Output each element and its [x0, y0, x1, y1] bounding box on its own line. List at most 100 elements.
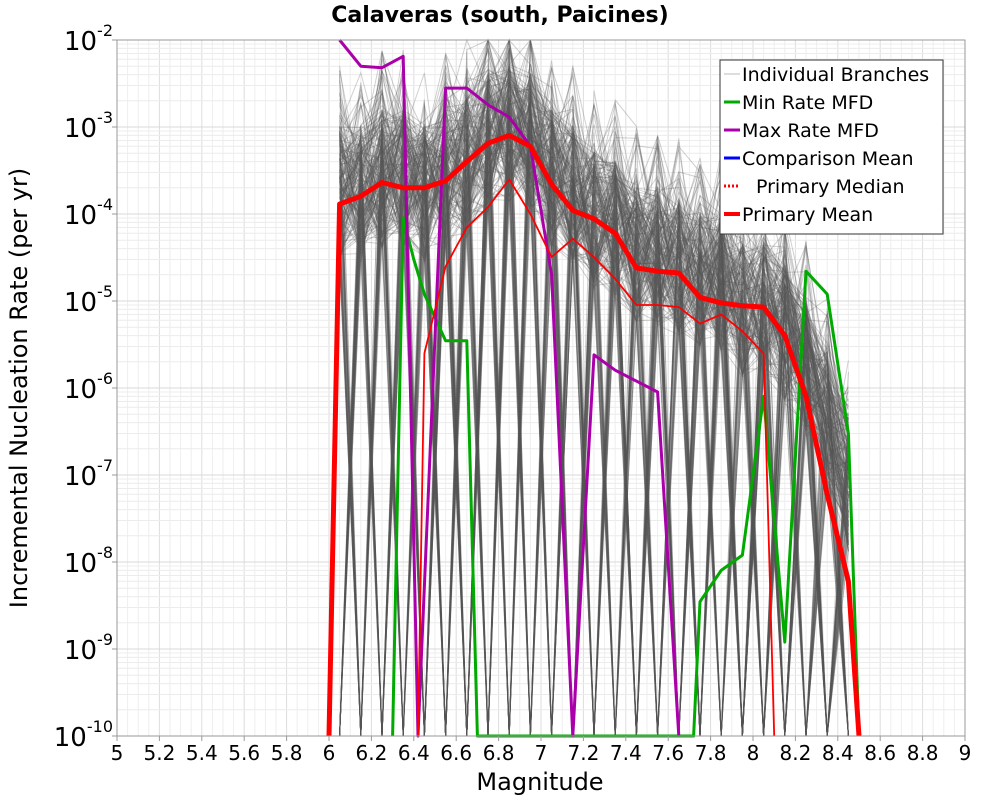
- y-tick-label: 10-5: [64, 282, 113, 318]
- branch-line: [339, 74, 849, 737]
- branch-line: [339, 72, 849, 737]
- branch-line: [339, 65, 849, 737]
- branch-line: [339, 79, 849, 737]
- y-tick-label: 10-6: [64, 369, 113, 405]
- branch-line: [339, 78, 849, 737]
- branch-line: [339, 83, 849, 737]
- legend-label: Min Rate MFD: [742, 92, 873, 114]
- branch-line: [339, 74, 849, 737]
- branch-line: [339, 107, 849, 737]
- x-tick-label: 6: [323, 741, 336, 765]
- y-tick-label: 10-7: [64, 456, 113, 492]
- x-tick-label: 6.6: [440, 741, 472, 765]
- legend-label: Primary Mean: [742, 204, 873, 226]
- branch-line: [339, 92, 849, 737]
- branch-line: [339, 66, 849, 737]
- legend-box: [719, 59, 944, 235]
- branch-line: [339, 114, 849, 737]
- branch-line: [339, 73, 849, 737]
- x-tick-label: 6.2: [355, 741, 387, 765]
- series-line-primary-median: [417, 178, 776, 737]
- branch-line: [339, 39, 849, 737]
- x-tick-label: 8: [747, 741, 760, 765]
- x-tick-label: 7: [535, 741, 548, 765]
- branch-line: [339, 114, 849, 737]
- branch-line: [339, 87, 849, 737]
- branch-line: [339, 73, 849, 737]
- legend-label: Individual Branches: [742, 64, 929, 86]
- legend-label: Primary Median: [756, 176, 905, 198]
- branch-line: [339, 39, 849, 737]
- branch-line: [339, 119, 849, 737]
- y-tick-label: 10-8: [64, 543, 113, 579]
- branch-line: [339, 83, 849, 737]
- branch-line: [339, 124, 849, 737]
- branch-line: [339, 81, 849, 737]
- branch-line: [339, 90, 849, 737]
- branch-line: [339, 104, 849, 737]
- x-tick-label: 7.2: [567, 741, 599, 765]
- branch-line: [339, 65, 849, 737]
- y-tick-label: 10-9: [64, 630, 113, 666]
- branch-line: [339, 109, 849, 737]
- x-tick-label: 7.8: [695, 741, 727, 765]
- legend-label: Max Rate MFD: [742, 120, 879, 142]
- branch-line: [339, 119, 849, 737]
- branch-line: [339, 105, 849, 737]
- branch-line: [339, 65, 849, 737]
- y-tick-label: 10-2: [64, 21, 113, 57]
- branch-line: [339, 48, 849, 737]
- branch-line: [339, 38, 849, 737]
- branch-line: [339, 55, 849, 737]
- branch-line: [339, 51, 849, 737]
- branch-line: [339, 99, 849, 737]
- branch-line: [339, 74, 849, 737]
- x-tick-label: 6.8: [483, 741, 515, 765]
- branch-line: [339, 58, 849, 737]
- branch-line: [339, 101, 849, 737]
- branch-line: [339, 116, 849, 737]
- x-tick-label: 5.8: [271, 741, 303, 765]
- branch-line: [339, 91, 849, 737]
- chart-title: Calaveras (south, Paicines): [331, 3, 668, 28]
- branch-line: [339, 97, 849, 737]
- branch-line: [339, 89, 849, 737]
- branch-line: [339, 100, 849, 737]
- branch-line: [339, 77, 849, 737]
- x-tick-label: 8.8: [907, 741, 939, 765]
- series-lines: [326, 39, 862, 738]
- branch-line: [339, 109, 849, 737]
- branch-line: [339, 96, 849, 737]
- series-line-min-rate-mfd: [391, 216, 861, 738]
- branch-line: [339, 108, 849, 737]
- branch-line: [339, 65, 849, 737]
- branch-line: [339, 96, 849, 737]
- branch-line: [339, 39, 849, 737]
- x-tick-label: 8.2: [779, 741, 811, 765]
- branch-line: [339, 124, 849, 737]
- x-axis-ticks: 5 5.2 5.4 5.6 5.8 6 6.2 6.4 6.6 6.8 7 7.2 7.4 7.6 7.8 8…: [111, 736, 971, 765]
- branch-line: [339, 84, 849, 737]
- y-tick-label: 10-3: [64, 108, 113, 144]
- x-tick-label: 7.4: [610, 741, 642, 765]
- branch-line: [339, 88, 849, 737]
- x-tick-label: 8.6: [864, 741, 896, 765]
- branch-line: [339, 39, 849, 737]
- branch-line: [339, 127, 849, 737]
- branch-line: [339, 81, 849, 737]
- branch-line: [339, 84, 849, 737]
- x-tick-label: 7.6: [652, 741, 684, 765]
- branch-line: [339, 119, 849, 737]
- branch-line: [339, 38, 849, 737]
- branch-line: [339, 60, 849, 737]
- branch-line: [339, 82, 849, 737]
- branch-line: [339, 81, 849, 737]
- branch-line: [339, 85, 849, 737]
- branch-line: [339, 68, 849, 737]
- branch-line: [339, 71, 849, 737]
- x-tick-label: 5.2: [143, 741, 175, 765]
- y-axis-ticks: 10-10 10-9 10-8 10-7 10-6 10-5 10-4 10-3 10-2: [54, 21, 117, 753]
- branch-line: [339, 47, 849, 737]
- branch-line: [339, 96, 849, 737]
